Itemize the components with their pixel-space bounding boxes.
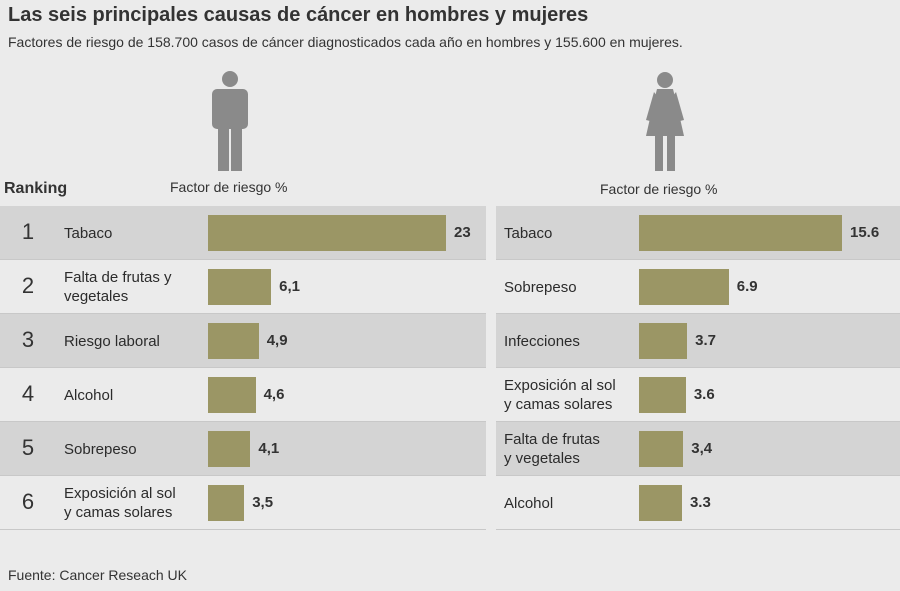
men-value-label: 4,9 <box>266 332 288 349</box>
men-value-label: 3,5 <box>252 494 274 511</box>
men-row-divider <box>0 421 486 422</box>
rank-number: 4 <box>21 381 35 406</box>
women-category-label: Sobrepeso <box>504 278 577 297</box>
women-value-label: 3.7 <box>695 332 716 349</box>
women-value-label: 6.9 <box>736 278 758 295</box>
men-value-label: 4,1 <box>258 440 280 457</box>
women-category-label-line: Tabaco <box>504 224 553 242</box>
men-category-label: Alcohol <box>64 386 113 405</box>
men-bar <box>208 431 251 467</box>
men-category-label-line: y camas solares <box>64 504 173 521</box>
men-category-label-line: Exposición al sol <box>64 485 176 502</box>
men-category-label-line: Riesgo laboral <box>64 332 160 350</box>
women-category-label: Infecciones <box>504 332 580 351</box>
women-value-label: 3,4 <box>691 440 713 457</box>
rank-number: 2 <box>21 273 35 298</box>
women-bar <box>639 269 729 305</box>
woman-icon <box>646 72 684 171</box>
women-bar <box>639 377 686 413</box>
rank-number: 5 <box>21 435 35 460</box>
women-row-shade <box>496 314 900 368</box>
men-row-divider <box>0 475 486 476</box>
women-category-label-line: Sobrepeso <box>504 278 577 296</box>
source-note: Fuente: Cancer Reseach UK <box>8 567 187 583</box>
women-category-label-line: Infecciones <box>504 332 580 350</box>
women-category-label-line: Alcohol <box>504 494 554 512</box>
women-value-label: 15.6 <box>850 224 880 241</box>
women-row-divider <box>496 529 900 530</box>
women-row-divider <box>496 313 900 314</box>
man-icon <box>212 71 248 171</box>
men-value-label: 6,1 <box>279 278 300 295</box>
women-row-divider <box>496 367 900 368</box>
women-bar <box>639 215 842 251</box>
men-bar <box>208 215 446 251</box>
men-bar <box>208 269 272 305</box>
men-bar <box>208 323 259 359</box>
men-row-divider <box>0 367 486 368</box>
chart-subtitle: Factores de riesgo de 158.700 casos de c… <box>8 34 683 50</box>
men-row-divider <box>0 529 486 530</box>
men-row-divider <box>0 313 486 314</box>
men-category-label-line: vegetales <box>64 288 129 305</box>
men-category-label: Tabaco <box>64 224 112 243</box>
women-row-divider <box>496 421 900 422</box>
women-category-label-line: Exposición al sol <box>504 377 616 394</box>
women-bar <box>639 485 682 521</box>
rank-number: 1 <box>21 219 35 244</box>
women-bar <box>639 431 684 467</box>
men-category-label: Riesgo laboral <box>64 332 160 351</box>
women-row-divider <box>496 475 900 476</box>
men-category-label: Exposición al sol y camas solares <box>64 484 176 522</box>
women-value-label: 3.3 <box>689 494 711 511</box>
women-bar <box>639 323 688 359</box>
men-bar <box>208 377 256 413</box>
women-category-label-line: y camas solares <box>504 396 613 413</box>
men-category-label: Falta de frutas y vegetales <box>64 268 172 306</box>
women-category-label-line: Falta de frutas <box>504 431 600 448</box>
rank-number: 3 <box>21 327 35 352</box>
women-row-shade <box>496 422 900 476</box>
women-category-label-line: y vegetales <box>504 450 580 467</box>
women-category-label: Exposición al sol y camas solares <box>504 376 616 414</box>
rank-number: 6 <box>21 489 35 514</box>
men-row-divider <box>0 259 486 260</box>
women-category-label: Alcohol <box>504 494 553 513</box>
women-value-label: 3.6 <box>693 386 715 403</box>
women-row-divider <box>496 259 900 260</box>
men-category-label-line: Tabaco <box>64 224 113 242</box>
men-axis-label: Factor de riesgo % <box>170 179 288 195</box>
women-axis-label: Factor de riesgo % <box>600 181 718 197</box>
men-category-label-line: Falta de frutas y <box>64 269 172 286</box>
men-value-label: 4,6 <box>263 386 285 403</box>
men-value-label: 23 <box>454 224 471 241</box>
men-bar <box>208 485 245 521</box>
chart-title: Las seis principales causas de cáncer en… <box>8 4 589 26</box>
men-category-label-line: Sobrepeso <box>64 440 137 458</box>
ranking-header: Ranking <box>4 180 68 197</box>
men-category-label: Sobrepeso <box>64 440 137 459</box>
men-category-label-line: Alcohol <box>64 386 114 404</box>
women-category-label: Tabaco <box>504 224 552 243</box>
women-category-label: Falta de frutas y vegetales <box>504 430 600 468</box>
